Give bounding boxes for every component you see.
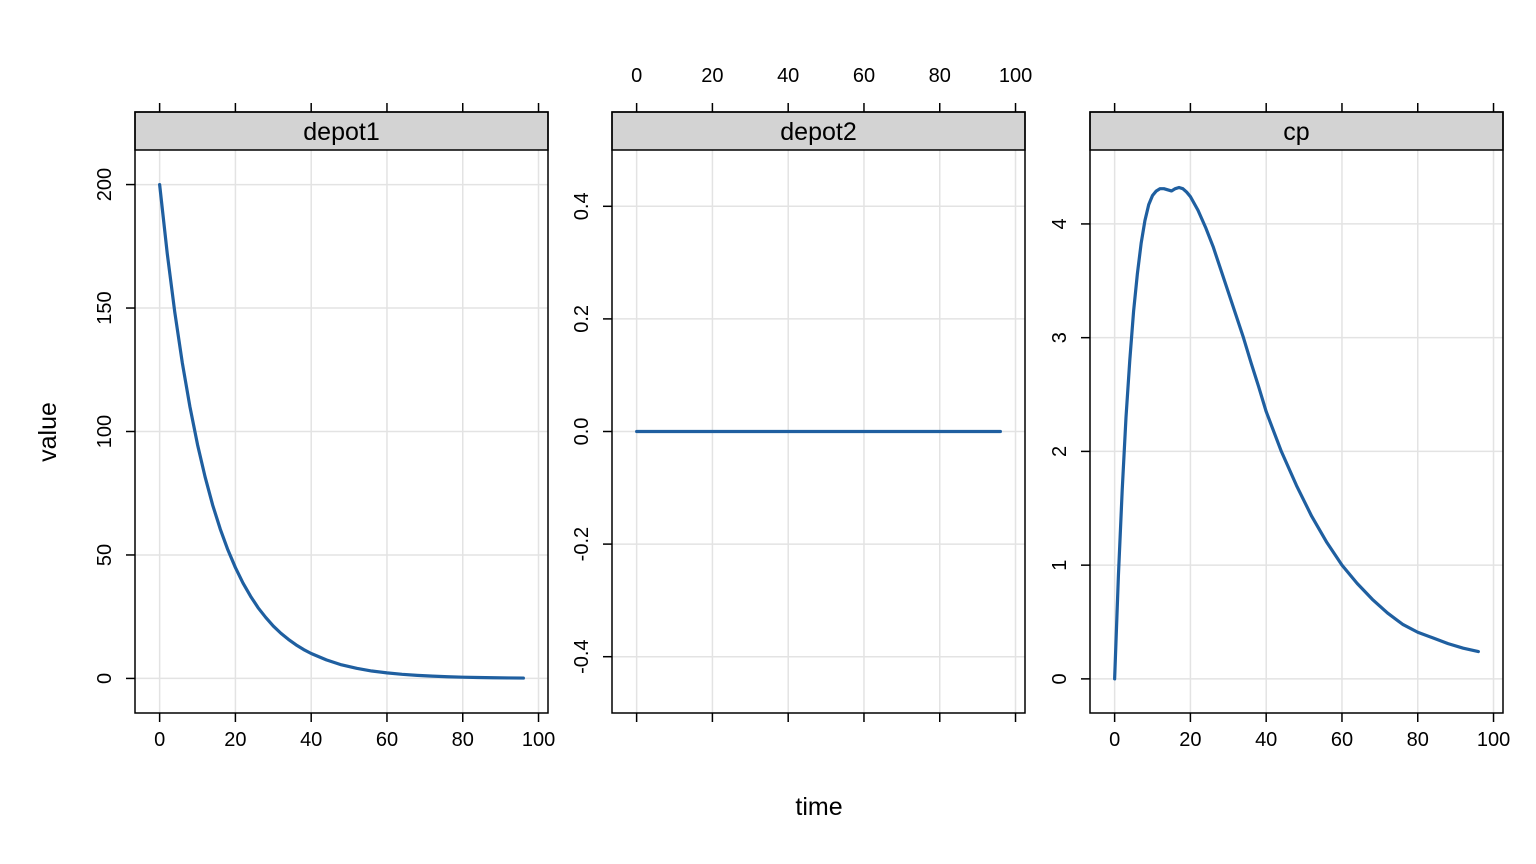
y-tick-label-depot1-0: 0 (94, 673, 116, 684)
strip-depot1 (134, 111, 549, 151)
strip-cp (1089, 111, 1504, 151)
y-tick-label-cp-1: 1 (1049, 560, 1071, 571)
x-tick-label-cp-3: 60 (1331, 729, 1353, 751)
y-tick-label-depot1-4: 200 (94, 168, 116, 201)
x-tick-label-cp-5: 100 (1477, 729, 1510, 751)
panel-border-depot2 (611, 111, 1026, 714)
y-axis-title: value (34, 402, 62, 462)
x-tick-label-depot2-1: 20 (701, 65, 723, 87)
x-tick-label-depot1-5: 100 (522, 729, 555, 751)
y-tick-label-cp-2: 2 (1049, 446, 1071, 457)
y-tick-label-depot1-3: 150 (94, 291, 116, 324)
x-tick-label-depot1-0: 0 (154, 729, 165, 751)
y-tick-label-cp-0: 0 (1049, 673, 1071, 684)
strip-label-depot2: depot2 (780, 118, 856, 146)
panel-border-cp (1089, 111, 1504, 714)
x-tick-label-depot2-0: 0 (631, 65, 642, 87)
panel-border-depot1 (134, 111, 549, 714)
panel-cp: cp 0 20 40 60 80 100 0 1 2 3 4 (1049, 103, 1510, 751)
strip-label-depot1: depot1 (303, 118, 379, 146)
strip-label-cp: cp (1283, 118, 1309, 146)
series-line-cp (1113, 185, 1480, 681)
x-tick-label-depot2-5: 100 (999, 65, 1032, 87)
x-axis-title: time (795, 793, 842, 821)
y-tick-label-depot1-2: 100 (94, 415, 116, 448)
x-tick-label-depot2-2: 40 (777, 65, 799, 87)
strip-depot2 (611, 111, 1026, 151)
panel-depot2: depot2 0 20 40 60 80 100 -0.4 -0.2 0.0 0.2 0.4 (571, 65, 1032, 722)
x-tick-label-depot1-2: 40 (300, 729, 322, 751)
x-tick-label-depot1-3: 60 (376, 729, 398, 751)
y-tick-label-cp-4: 4 (1049, 218, 1071, 229)
x-tick-label-cp-2: 40 (1255, 729, 1277, 751)
x-tick-label-depot2-3: 60 (853, 65, 875, 87)
series-line-depot1 (158, 182, 525, 680)
x-tick-label-cp-4: 80 (1407, 729, 1429, 751)
y-tick-label-depot2-4: 0.4 (571, 192, 593, 220)
y-tick-label-depot2-0: -0.4 (571, 639, 593, 673)
y-tick-label-cp-3: 3 (1049, 332, 1071, 343)
y-tick-label-depot1-1: 50 (94, 544, 116, 566)
x-tick-label-depot2-4: 80 (929, 65, 951, 87)
y-tick-label-depot2-2: 0.0 (571, 418, 593, 446)
y-tick-label-depot2-3: 0.2 (571, 305, 593, 333)
x-tick-label-cp-0: 0 (1109, 729, 1120, 751)
x-tick-label-cp-1: 20 (1179, 729, 1201, 751)
x-tick-label-depot1-1: 20 (224, 729, 246, 751)
x-tick-label-depot1-4: 80 (452, 729, 474, 751)
panel-depot1: depot1 0 20 40 60 80 100 0 50 100 150 200 (94, 103, 555, 751)
y-tick-label-depot2-1: -0.2 (571, 527, 593, 561)
